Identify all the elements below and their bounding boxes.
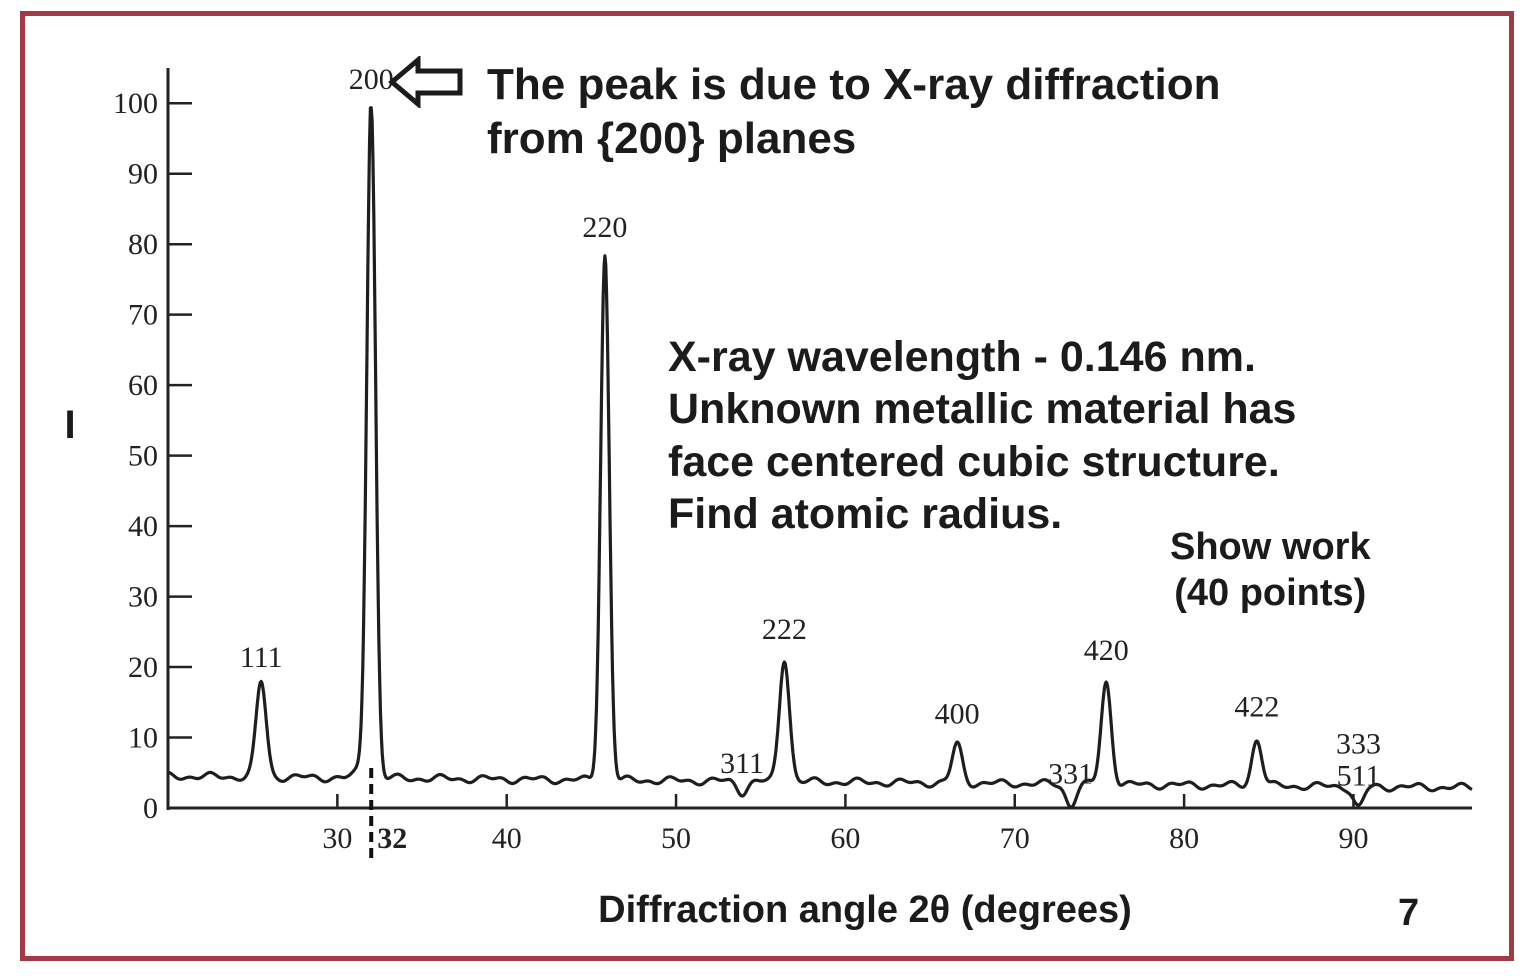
- y-tick-label: 10: [128, 722, 158, 755]
- peak-label: 420: [1084, 634, 1129, 667]
- problem-line: face centered cubic structure.: [668, 437, 1280, 486]
- y-tick-label: 80: [128, 228, 158, 261]
- x-tick-label: 60: [830, 822, 860, 855]
- y-axis-title: I: [64, 403, 75, 447]
- peak-annotation: The peak is due to X-ray diffraction fro…: [487, 58, 1220, 165]
- y-tick-label: 30: [128, 581, 158, 614]
- problem-statement: X-ray wavelength - 0.146 nm. Unknown met…: [668, 331, 1296, 541]
- y-tick-label: 40: [128, 510, 158, 543]
- y-tick-label: 20: [128, 651, 158, 684]
- show-work-note: Show work (40 points): [1170, 524, 1371, 617]
- peak-annotation-line: from {200} planes: [487, 113, 857, 163]
- peak-annotation-line: The peak is due to X-ray diffraction: [487, 60, 1221, 109]
- peak-label: 200: [349, 63, 394, 96]
- x-tick-label: 90: [1338, 822, 1368, 855]
- y-tick-label: 60: [128, 369, 158, 402]
- x-tick-label: 80: [1169, 822, 1199, 855]
- peak-label: 222: [762, 613, 807, 646]
- peak-label: 331: [1048, 757, 1093, 790]
- peak-label: 333 511: [1336, 727, 1381, 792]
- slide-frame: [20, 11, 1514, 961]
- y-tick-label: 100: [113, 87, 158, 120]
- peak-label: 422: [1234, 690, 1279, 723]
- show-work-line: Show work: [1170, 526, 1371, 568]
- x-tick-label: 70: [1000, 822, 1030, 855]
- y-tick-label: 0: [143, 792, 158, 825]
- y-tick-label: 70: [128, 299, 158, 332]
- left-arrow-outline-icon: [388, 56, 463, 108]
- diffraction-trace: [167, 106, 1473, 809]
- problem-line: X-ray wavelength - 0.146 nm.: [668, 333, 1256, 381]
- x-marker-label: 32: [377, 822, 407, 855]
- peak-labels: 111 200 220 311 222 400 331 420 422 333 511: [240, 63, 1381, 792]
- peak-label: 220: [582, 211, 627, 244]
- y-tick-label: 90: [128, 158, 158, 191]
- chart-axes: [166, 68, 1472, 810]
- points-line: (40 points): [1174, 572, 1367, 615]
- problem-line: Find atomic radius.: [668, 490, 1063, 539]
- x-tick-label: 40: [492, 822, 522, 855]
- problem-line: Unknown metallic material has: [668, 385, 1297, 434]
- x-axis-title: Diffraction angle 2θ (degrees): [598, 889, 1132, 931]
- y-ticks: 0 10 20 30 40 50 60 70 80 90 100: [113, 87, 192, 825]
- x-ticks: 30 40 50 60 70 80 90 32: [322, 768, 1368, 863]
- x-tick-label: 50: [661, 822, 691, 855]
- x-tick-label: 30: [322, 822, 352, 855]
- peak-label: 111: [240, 641, 283, 674]
- y-tick-label: 50: [128, 440, 158, 473]
- peak-label: 311: [720, 747, 764, 780]
- peak-label: 400: [935, 698, 980, 731]
- slide-number: 7: [1398, 892, 1420, 934]
